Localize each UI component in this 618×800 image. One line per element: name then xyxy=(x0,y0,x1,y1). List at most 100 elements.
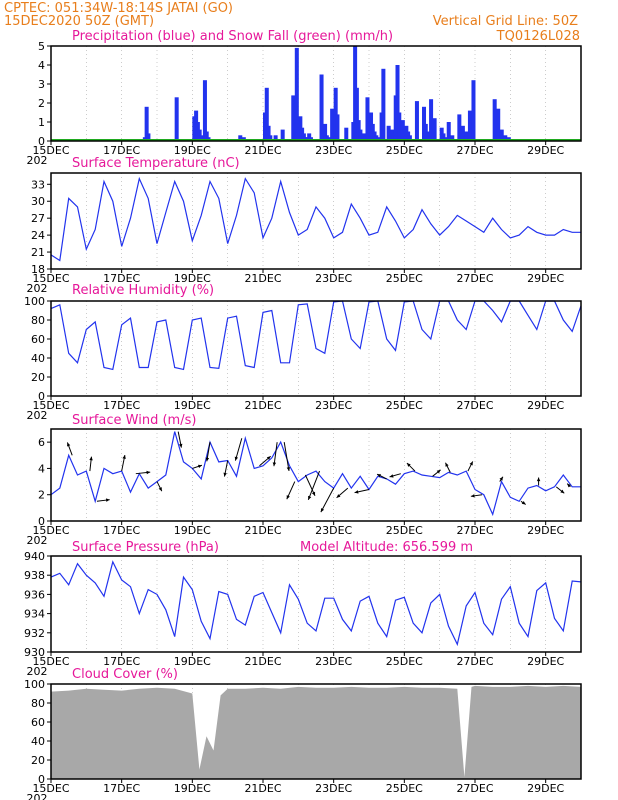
precip-bar xyxy=(414,101,419,141)
precip-bar xyxy=(503,135,508,141)
x-date-label: 25DEC xyxy=(386,782,423,795)
x-date-label: 23DEC xyxy=(315,144,352,157)
wind-vector-head xyxy=(67,442,71,447)
x-date-label: 23DEC xyxy=(315,524,352,537)
precip-bar xyxy=(268,135,273,141)
wind-line xyxy=(50,431,581,517)
wind-vector-head xyxy=(311,491,316,496)
x-date-label: 19DEC xyxy=(174,655,211,668)
y-tick-label: 940 xyxy=(24,550,45,563)
header-location: CPTEC: 051:34W-18:14S JATAI (GO) xyxy=(4,1,233,16)
x-date-label: 23DEC xyxy=(315,399,352,412)
header-model-code: TQ0126L028 xyxy=(496,29,580,44)
y-tick-label: 930 xyxy=(24,646,45,659)
x-date-label: 15DEC xyxy=(32,272,69,285)
y-tick-label: 27 xyxy=(31,212,45,225)
precip-bar xyxy=(446,122,451,141)
precip-bar xyxy=(386,125,391,141)
precip-bar xyxy=(280,129,285,141)
precip-bar xyxy=(499,129,504,141)
press-frame xyxy=(50,555,582,653)
x-date-label: 15DEC xyxy=(32,782,69,795)
x-date-label: 19DEC xyxy=(174,272,211,285)
x-date-label: 17DEC xyxy=(103,272,140,285)
y-tick-label: 0 xyxy=(38,135,45,148)
x-date-label: 21DEC xyxy=(244,524,281,537)
x-date-label: 29DEC xyxy=(527,399,564,412)
x-date-label: 21DEC xyxy=(244,144,281,157)
precip-bar xyxy=(323,123,328,141)
precip-bar xyxy=(496,108,501,141)
wind-vector xyxy=(304,474,316,497)
precip-title: Precipitation (blue) and Snow Fall (gree… xyxy=(72,29,393,44)
x-date-label: 25DEC xyxy=(386,399,423,412)
x-date-label: 23DEC xyxy=(315,272,352,285)
press-line xyxy=(50,560,582,647)
year-stub-label: 202 xyxy=(27,154,48,167)
year-stub-label: 202 xyxy=(27,282,48,295)
wind-vector-head xyxy=(354,490,359,494)
wind-frame xyxy=(50,428,582,522)
x-date-label: 27DEC xyxy=(456,524,493,537)
x-date-label: 19DEC xyxy=(174,144,211,157)
x-date-label: 15DEC xyxy=(32,655,69,668)
wind-vector-head xyxy=(389,474,394,478)
press-altitude: Model Altitude: 656.599 m xyxy=(300,540,473,555)
wind-vector-head xyxy=(469,461,473,466)
y-tick-label: 18 xyxy=(31,263,45,276)
precip-bar xyxy=(432,118,437,141)
precip-bar xyxy=(365,97,370,141)
x-date-label: 17DEC xyxy=(103,144,140,157)
wind-vector-head xyxy=(146,470,151,475)
y-tick-label: 936 xyxy=(24,588,45,601)
y-tick-label: 2 xyxy=(38,97,45,110)
x-date-label: 29DEC xyxy=(527,524,564,537)
x-date-label: 19DEC xyxy=(174,524,211,537)
x-date-label: 27DEC xyxy=(456,272,493,285)
y-tick-label: 932 xyxy=(24,627,45,640)
y-tick-label: 100 xyxy=(24,678,45,691)
wind-vector-head xyxy=(223,472,227,477)
precip-bar xyxy=(266,125,271,141)
y-tick-label: 40 xyxy=(31,352,45,365)
wind-vector-head xyxy=(521,501,526,505)
header-grid-note: Vertical Grid Line: 50Z xyxy=(433,14,578,29)
x-date-label: 17DEC xyxy=(103,524,140,537)
y-tick-label: 20 xyxy=(31,754,45,767)
wind-vector-head xyxy=(89,456,93,461)
x-date-label: 17DEC xyxy=(103,399,140,412)
y-tick-label: 0 xyxy=(38,773,45,786)
y-tick-label: 4 xyxy=(38,462,45,475)
wind-vector-head xyxy=(406,463,411,467)
x-date-label: 17DEC xyxy=(103,655,140,668)
wind-vector-head xyxy=(272,462,277,467)
x-date-label: 27DEC xyxy=(456,144,493,157)
year-stub-label: 202 xyxy=(27,409,48,422)
precip-bar xyxy=(291,95,296,141)
precip-bar xyxy=(354,87,359,141)
year-stub-label: 202 xyxy=(27,665,48,678)
precip-bar xyxy=(146,133,151,141)
y-tick-label: 60 xyxy=(31,716,45,729)
x-date-label: 15DEC xyxy=(32,399,69,412)
y-tick-label: 60 xyxy=(31,333,45,346)
rh-line xyxy=(50,300,582,371)
x-date-label: 27DEC xyxy=(456,399,493,412)
wind-vector-head xyxy=(286,467,291,471)
x-date-label: 25DEC xyxy=(386,272,423,285)
cloud-title: Cloud Cover (%) xyxy=(72,667,178,682)
y-tick-label: 0 xyxy=(38,390,45,403)
y-tick-label: 938 xyxy=(24,569,45,582)
x-date-label: 23DEC xyxy=(315,782,352,795)
precip-bar xyxy=(144,106,149,141)
y-tick-label: 21 xyxy=(31,246,45,259)
rh-title: Relative Humidity (%) xyxy=(72,283,214,298)
x-date-label: 27DEC xyxy=(456,782,493,795)
precip-bar xyxy=(397,112,402,141)
x-date-label: 25DEC xyxy=(386,655,423,668)
x-date-label: 19DEC xyxy=(174,399,211,412)
precip-bar xyxy=(199,135,204,141)
x-date-label: 21DEC xyxy=(244,782,281,795)
wind-vector-head xyxy=(499,476,503,481)
wind-vector-head xyxy=(336,494,341,498)
